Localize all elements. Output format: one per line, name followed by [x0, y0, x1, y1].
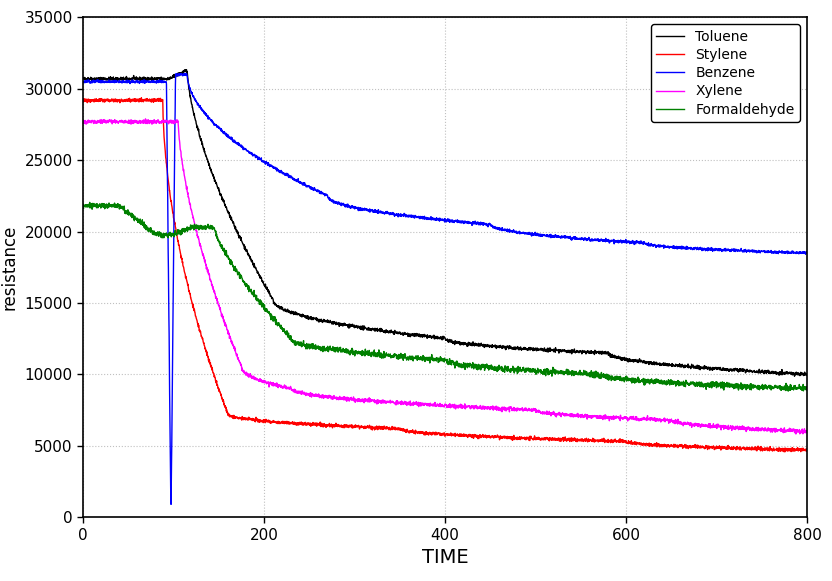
Xylene: [388, 399, 398, 406]
Benzene: [711, 245, 721, 252]
Stylene: [356, 422, 366, 429]
Toluene: [790, 373, 800, 380]
Formaldehyde: [388, 353, 398, 360]
Stylene: [802, 447, 812, 454]
Formaldehyde: [161, 230, 171, 237]
Xylene: [161, 118, 171, 125]
Benzene: [161, 78, 171, 85]
Benzene: [802, 249, 812, 256]
Formaldehyde: [204, 224, 214, 231]
Toluene: [204, 160, 214, 167]
Stylene: [161, 155, 171, 162]
Formaldehyde: [85, 199, 95, 206]
Y-axis label: resistance: resistance: [1, 225, 19, 310]
X-axis label: TIME: TIME: [422, 548, 468, 567]
Xylene: [78, 117, 88, 124]
Formaldehyde: [710, 379, 720, 386]
Benzene: [388, 209, 398, 216]
Formaldehyde: [802, 385, 812, 392]
Toluene: [181, 66, 191, 73]
Stylene: [780, 449, 790, 456]
Stylene: [78, 98, 88, 105]
Toluene: [161, 75, 171, 82]
Toluene: [802, 371, 812, 378]
Xylene: [791, 431, 801, 437]
Line: Benzene: Benzene: [83, 73, 807, 504]
Benzene: [204, 115, 214, 122]
Formaldehyde: [356, 349, 366, 356]
Formaldehyde: [788, 386, 798, 393]
Benzene: [181, 70, 191, 77]
Toluene: [388, 329, 398, 336]
Formaldehyde: [78, 200, 88, 207]
Toluene: [356, 326, 366, 333]
Toluene: [78, 75, 88, 82]
Stylene: [388, 426, 398, 433]
Stylene: [788, 446, 798, 453]
Line: Toluene: Toluene: [83, 70, 807, 376]
Stylene: [136, 94, 146, 101]
Xylene: [356, 397, 366, 404]
Legend: Toluene, Stylene, Benzene, Xylene, Formaldehyde: Toluene, Stylene, Benzene, Xylene, Forma…: [651, 24, 800, 122]
Toluene: [710, 365, 720, 372]
Toluene: [788, 371, 798, 378]
Line: Stylene: Stylene: [83, 98, 807, 452]
Formaldehyde: [783, 388, 793, 394]
Benzene: [788, 249, 798, 256]
Xylene: [141, 116, 151, 123]
Xylene: [788, 426, 798, 433]
Stylene: [204, 358, 214, 365]
Line: Xylene: Xylene: [83, 119, 807, 434]
Benzene: [356, 206, 366, 213]
Stylene: [710, 444, 720, 451]
Benzene: [78, 79, 88, 86]
Benzene: [166, 501, 176, 508]
Xylene: [710, 423, 720, 430]
Line: Formaldehyde: Formaldehyde: [83, 202, 807, 391]
Xylene: [802, 429, 812, 436]
Xylene: [204, 270, 214, 277]
